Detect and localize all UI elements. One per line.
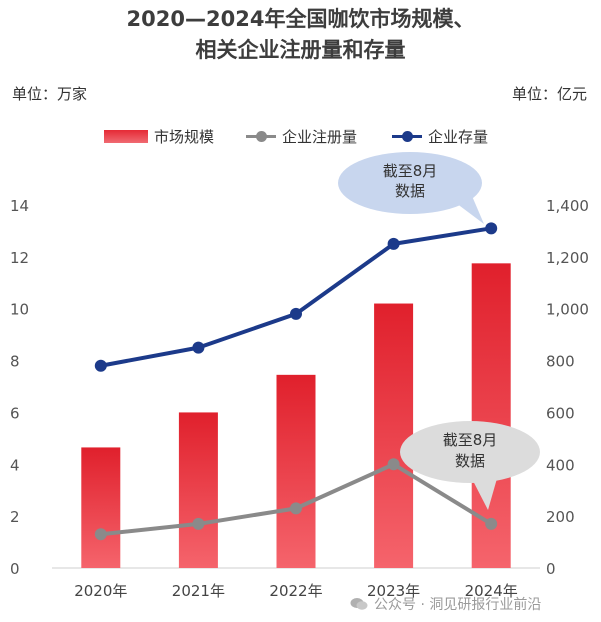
right-tick-label-1: 200 <box>546 508 575 526</box>
left-tick-label-4: 8 <box>10 353 20 371</box>
legend-label-registrations: 企业注册量 <box>282 127 358 146</box>
point-registrations-3 <box>387 458 400 471</box>
title-line-2: 相关企业注册量和存量 <box>195 38 406 62</box>
bar-market-2 <box>276 374 316 568</box>
x-tick-label-1: 2021年 <box>172 582 225 600</box>
x-tick-label-2: 2022年 <box>269 582 322 600</box>
legend-item-registrations: 企业注册量 <box>246 124 357 148</box>
legend-item-stock: 企业存量 <box>392 124 488 148</box>
point-stock-3 <box>387 237 400 250</box>
right-tick-label-6: 1,200 <box>546 249 589 267</box>
watermark: 公众号 · 洞见研报行业前沿 <box>350 594 541 614</box>
point-registrations-0 <box>94 528 107 541</box>
callout-text-reg-0: 截至8月 <box>443 431 498 449</box>
legend-swatch-registrations <box>246 130 276 142</box>
wechat-icon <box>350 598 368 610</box>
x-tick-label-4: 2024年 <box>465 582 518 600</box>
callout-bubble-reg <box>400 421 540 483</box>
bar-market-0 <box>81 447 121 568</box>
point-registrations-4 <box>485 517 498 530</box>
line-stock <box>100 226 492 368</box>
legend: 市场规模 企业注册量 企业存量 <box>0 124 601 148</box>
callout-text-stock-0: 截至8月 <box>383 162 438 180</box>
title-line-1: 2020—2024年全国咖饮市场规模、 <box>126 7 475 31</box>
legend-swatch-stock <box>392 130 422 142</box>
right-tick-label-7: 1,400 <box>546 197 589 215</box>
right-tick-label-0: 0 <box>546 560 556 578</box>
point-registrations-1 <box>192 517 205 530</box>
point-stock-1 <box>192 341 205 354</box>
left-tick-label-3: 6 <box>10 404 20 422</box>
legend-label-stock: 企业存量 <box>428 127 489 146</box>
watermark-text: 公众号 · 洞见研报行业前沿 <box>374 597 542 613</box>
left-tick-label-5: 10 <box>10 301 29 319</box>
callout-text-stock-1: 数据 <box>395 182 425 200</box>
callout-tail-reg <box>470 475 498 510</box>
bar-market-1 <box>178 412 218 568</box>
point-registrations-2 <box>290 502 302 515</box>
left-tick-label-2: 4 <box>10 456 20 474</box>
right-tick-label-4: 800 <box>546 353 575 371</box>
x-tick-label-3: 2023年 <box>367 582 420 600</box>
point-stock-2 <box>290 307 302 320</box>
bar-market-3 <box>374 303 414 568</box>
point-stock-4 <box>485 222 498 235</box>
left-tick-label-6: 12 <box>10 249 29 267</box>
left-tick-label-0: 0 <box>10 560 20 578</box>
legend-swatch-market <box>104 129 148 143</box>
callout-bubble-stock <box>338 152 482 214</box>
callout-tail-stock <box>452 196 484 224</box>
x-tick-label-0: 2020年 <box>74 582 127 600</box>
right-tick-label-5: 1,000 <box>546 301 589 319</box>
right-unit-label: 单位：亿元 <box>511 85 587 103</box>
point-stock-0 <box>94 359 107 372</box>
left-tick-label-7: 14 <box>10 197 29 215</box>
legend-item-market: 市场规模 <box>104 124 214 148</box>
right-tick-label-3: 600 <box>546 404 575 422</box>
left-tick-label-1: 2 <box>10 508 20 526</box>
right-tick-label-2: 400 <box>546 456 575 474</box>
legend-label-market: 市场规模 <box>154 127 215 146</box>
callout-text-reg-1: 数据 <box>455 452 485 470</box>
chart-title: 2020—2024年全国咖饮市场规模、 相关企业注册量和存量 <box>0 4 601 66</box>
left-unit-label: 单位：万家 <box>12 85 88 103</box>
